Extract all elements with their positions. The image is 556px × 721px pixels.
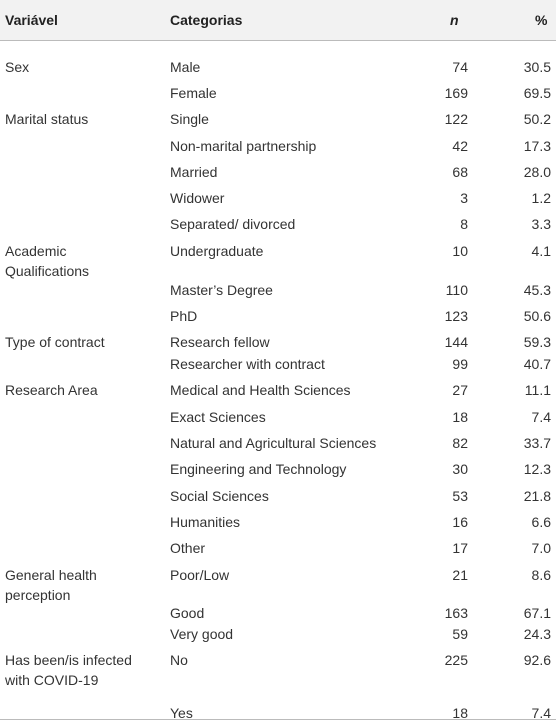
percent-cell: 33.7 <box>523 435 551 451</box>
category-cell: Separated/ divorced <box>170 216 296 232</box>
percent-cell: 7.4 <box>531 409 551 425</box>
percent-cell: 21.8 <box>523 488 551 504</box>
percent-cell: 59.3 <box>523 334 551 350</box>
category-cell: Married <box>170 164 218 180</box>
count-cell: 21 <box>452 567 468 583</box>
percent-cell: 7.0 <box>531 540 551 556</box>
count-cell: 110 <box>445 282 468 298</box>
header-cell: n <box>450 12 459 28</box>
variable-cell: General health perception <box>5 567 97 603</box>
count-cell: 18 <box>452 705 468 721</box>
count-cell: 59 <box>452 626 468 642</box>
count-cell: 8 <box>460 216 468 232</box>
count-cell: 82 <box>452 435 468 451</box>
count-cell: 18 <box>452 409 468 425</box>
count-cell: 42 <box>452 138 468 154</box>
category-cell: Yes <box>170 705 193 721</box>
category-cell: Poor/Low <box>170 567 230 583</box>
percent-cell: 3.3 <box>531 216 551 232</box>
category-cell: Female <box>170 85 217 101</box>
header-cell: % <box>535 12 548 28</box>
percent-cell: 11.1 <box>524 382 551 398</box>
category-cell: Good <box>170 605 205 621</box>
variable-cell: Research Area <box>5 382 98 398</box>
category-cell: Widower <box>170 190 225 206</box>
percent-cell: 24.3 <box>523 626 551 642</box>
count-cell: 99 <box>452 356 468 372</box>
percent-cell: 8.6 <box>531 567 551 583</box>
percent-cell: 69.5 <box>523 85 551 101</box>
category-cell: Other <box>170 540 206 556</box>
header-cell: Categorias <box>170 12 243 28</box>
category-cell: Social Sciences <box>170 488 269 504</box>
count-cell: 169 <box>444 85 468 101</box>
percent-cell: 28.0 <box>523 164 551 180</box>
category-cell: Non-marital partnership <box>170 138 317 154</box>
percent-cell: 50.2 <box>523 111 551 127</box>
category-cell: Engineering and Technology <box>170 461 347 477</box>
percent-cell: 12.3 <box>523 461 551 477</box>
count-cell: 10 <box>452 243 468 259</box>
variable-cell: Sex <box>5 59 30 75</box>
header-row: Variável Categorias n % <box>0 0 556 41</box>
category-cell: Very good <box>170 626 234 642</box>
percent-cell: 4.1 <box>531 243 551 259</box>
count-cell: 225 <box>444 652 468 668</box>
header-cell: Variável <box>5 12 58 28</box>
bottom-rule <box>0 719 556 720</box>
percent-cell: 6.6 <box>531 514 551 530</box>
percent-cell: 1.2 <box>531 190 551 206</box>
count-cell: 3 <box>460 190 468 206</box>
count-cell: 74 <box>452 59 468 75</box>
category-cell: No <box>170 652 188 668</box>
category-cell: Single <box>170 111 209 127</box>
category-cell: Research fellow <box>170 334 270 350</box>
category-cell: Researcher with contract <box>170 356 325 372</box>
category-cell: PhD <box>170 308 198 324</box>
category-cell: Male <box>170 59 201 75</box>
category-cell: Medical and Health Sciences <box>170 382 351 398</box>
percent-cell: 92.6 <box>523 652 551 668</box>
count-cell: 30 <box>452 461 468 477</box>
variable-cell: Marital status <box>5 111 89 127</box>
count-cell: 123 <box>444 308 468 324</box>
category-cell: Natural and Agricultural Sciences <box>170 435 377 451</box>
percent-cell: 40.7 <box>523 356 551 372</box>
percent-cell: 17.3 <box>523 138 551 154</box>
percent-cell: 50.6 <box>523 308 551 324</box>
count-cell: 68 <box>452 164 468 180</box>
count-cell: 53 <box>452 488 468 504</box>
count-cell: 16 <box>452 514 468 530</box>
count-cell: 163 <box>444 605 468 621</box>
count-cell: 27 <box>452 382 468 398</box>
category-cell: Undergraduate <box>170 243 264 259</box>
percent-cell: 30.5 <box>523 59 551 75</box>
percent-cell: 7.4 <box>531 705 551 721</box>
count-cell: 144 <box>444 334 468 350</box>
count-cell: 17 <box>452 540 468 556</box>
count-cell: 122 <box>444 111 468 127</box>
category-cell: Exact Sciences <box>170 409 266 425</box>
category-cell: Humanities <box>170 514 241 530</box>
variable-cell: Academic Qualifications <box>5 243 90 279</box>
variable-cell: Has been/is infected with COVID-19 <box>5 652 132 688</box>
variable-cell: Type of contract <box>5 334 105 350</box>
percent-cell: 67.1 <box>523 605 551 621</box>
percent-cell: 45.3 <box>523 282 551 298</box>
category-cell: Master’s Degree <box>170 282 273 298</box>
